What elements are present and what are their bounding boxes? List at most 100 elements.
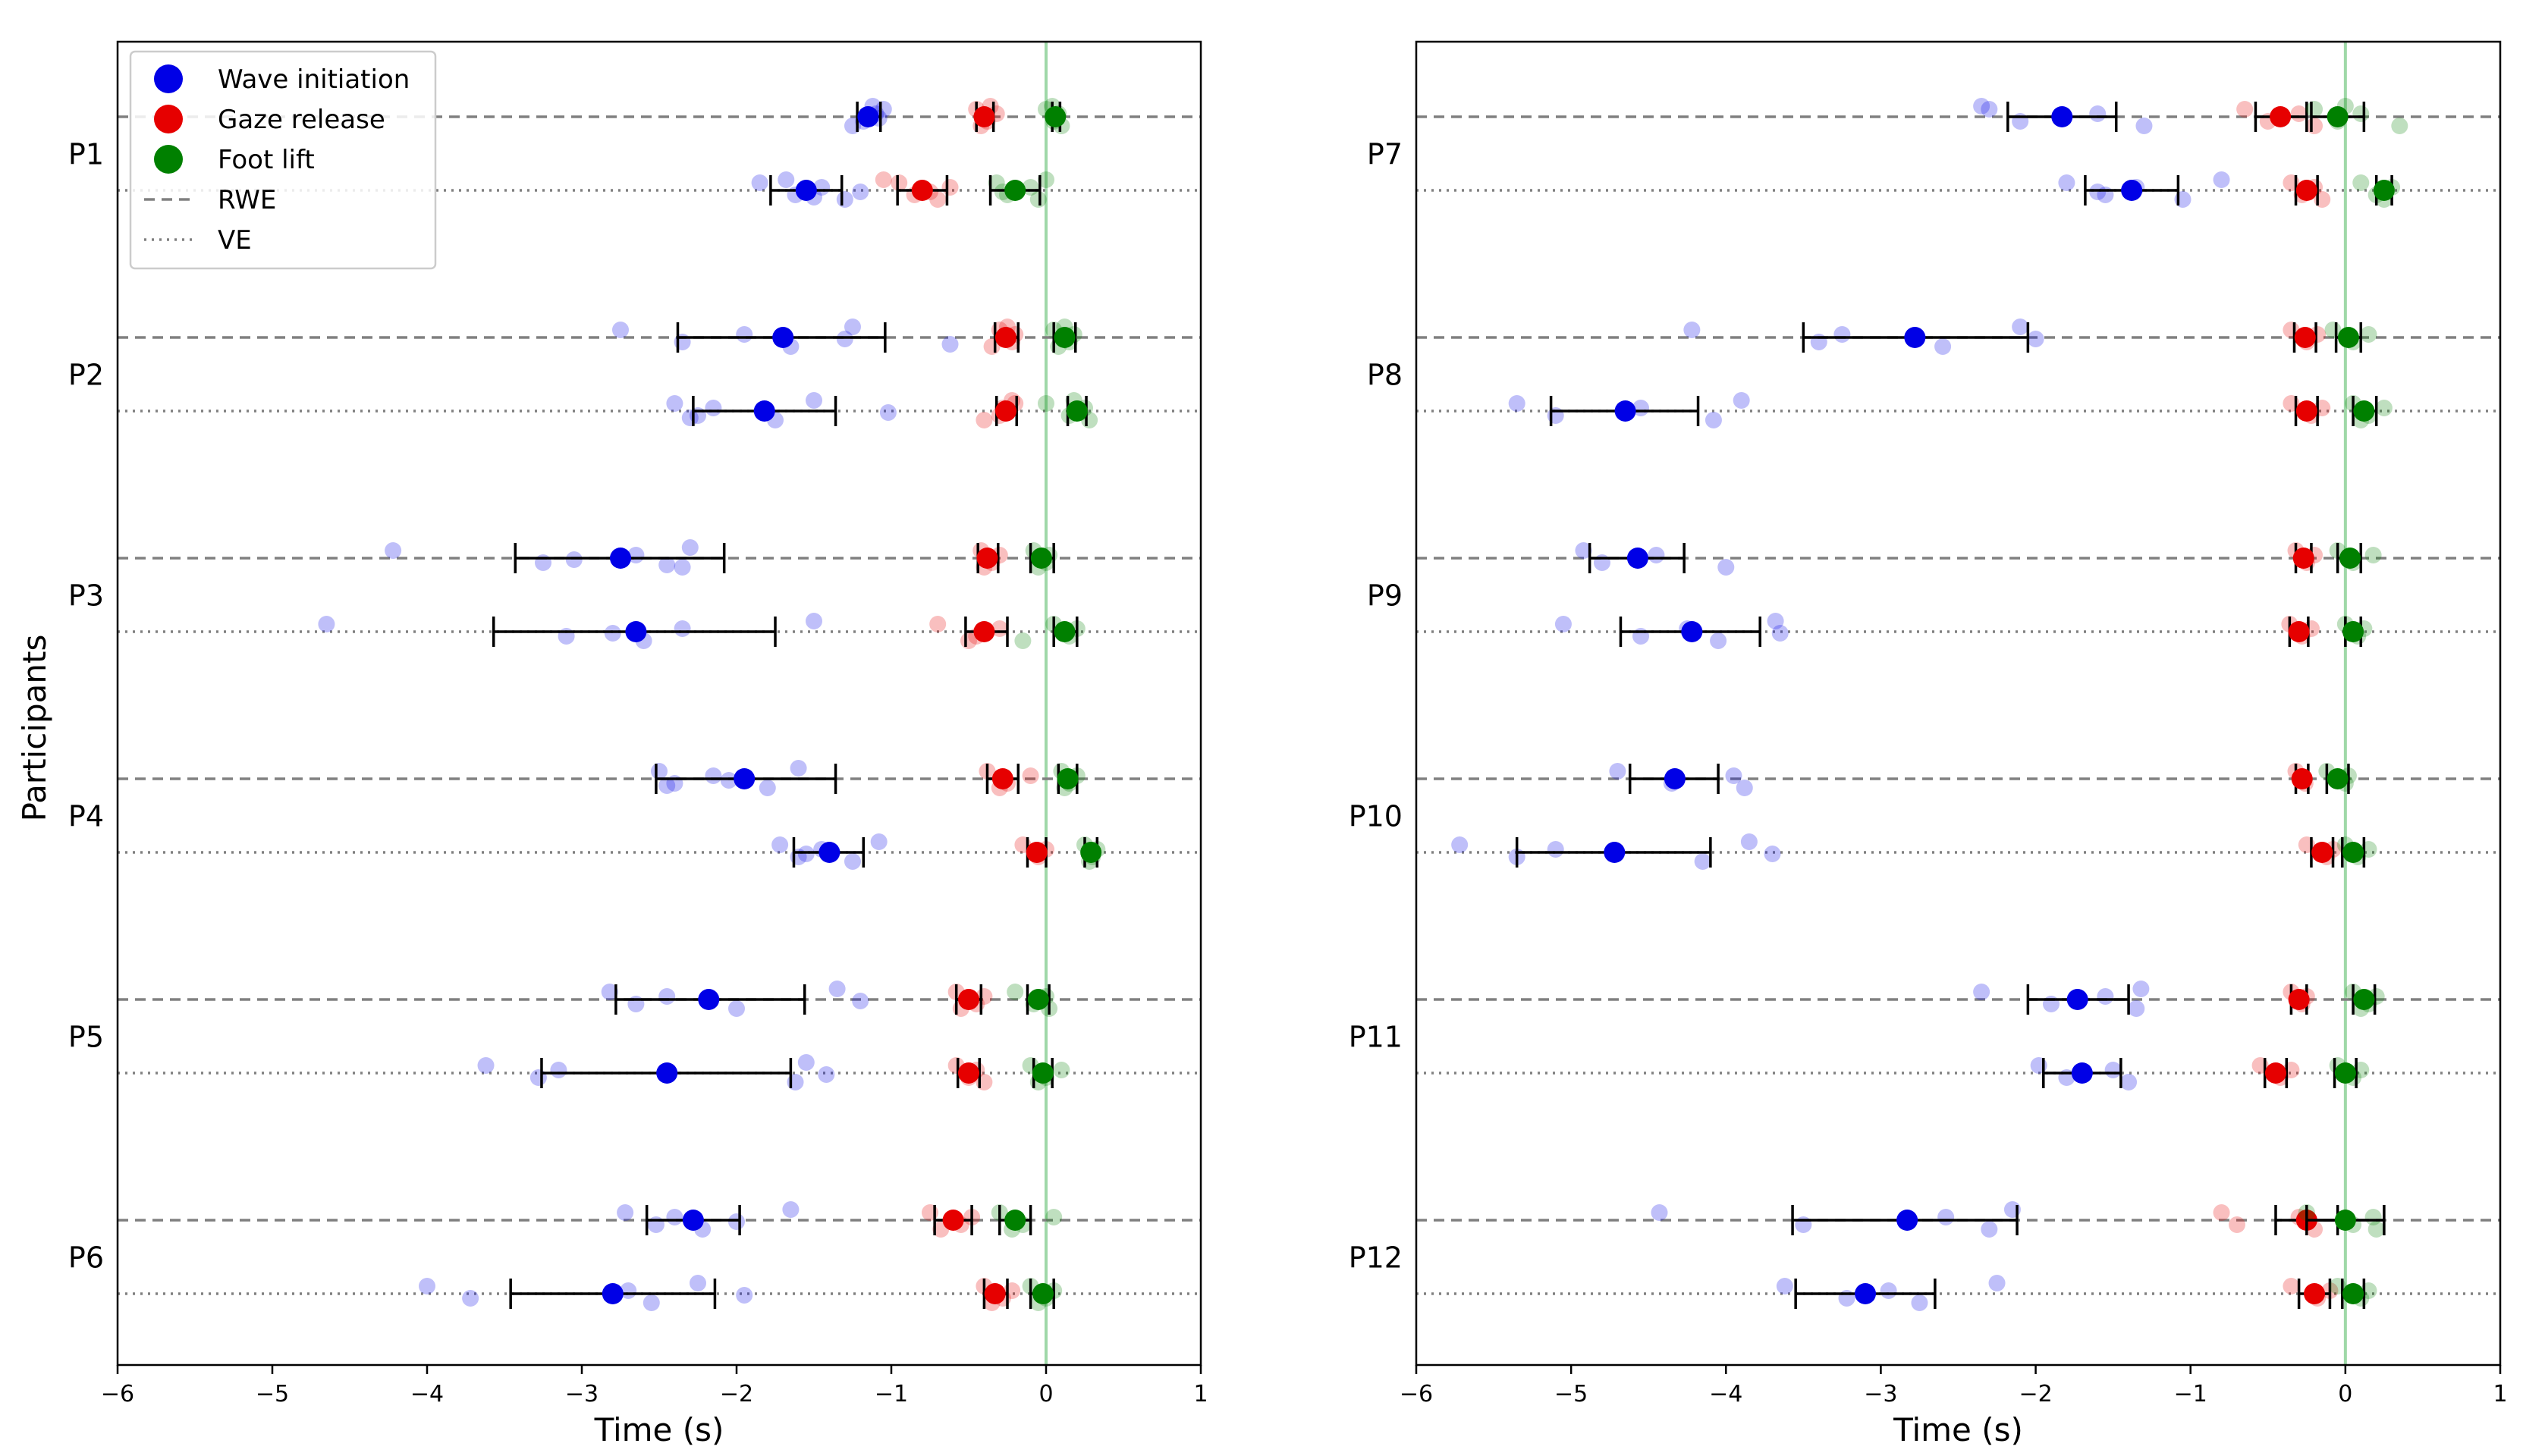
wave-trial-point bbox=[2089, 184, 2107, 200]
wave-trial-point bbox=[1934, 338, 1952, 355]
legend-label: Gaze release bbox=[218, 105, 385, 135]
wave-trial-point bbox=[1547, 841, 1564, 858]
chart-panel-1: P1 P2 P3 P4 P5 P6 −6 −5 −4 −3 −2 −1 0 1 Time (s) bbox=[68, 40, 1208, 1448]
x-tick-label: −1 bbox=[2174, 1381, 2207, 1407]
foot-mean-marker bbox=[1030, 548, 1052, 569]
foot-mean-marker bbox=[1054, 621, 1076, 642]
wave-trial-point bbox=[550, 1062, 567, 1078]
gaze-mean-marker bbox=[994, 327, 1016, 348]
wave-trial-point bbox=[870, 833, 888, 850]
gaze-mean-marker bbox=[1026, 842, 1048, 863]
wave-trial-point bbox=[736, 326, 753, 343]
gaze-trial-point bbox=[929, 191, 947, 208]
participant-label: P10 bbox=[1349, 800, 1403, 833]
wave-trial-point bbox=[1554, 616, 1572, 632]
wave-trial-point bbox=[2012, 318, 2029, 335]
wave-trial-point bbox=[1771, 625, 1789, 642]
foot-trial-point bbox=[2306, 101, 2323, 118]
foot-mean-marker bbox=[1004, 180, 1026, 201]
participant-label: P7 bbox=[1367, 138, 1403, 171]
x-tick-label: −6 bbox=[1400, 1381, 1433, 1407]
participant-label: P12 bbox=[1349, 1241, 1403, 1275]
foot-mean-marker bbox=[2342, 1283, 2364, 1304]
wave-trial-point bbox=[778, 171, 795, 188]
wave-trial-point bbox=[2089, 105, 2107, 122]
foot-mean-marker bbox=[2334, 1210, 2356, 1231]
foot-mean-marker bbox=[2327, 106, 2349, 127]
foot-mean-marker bbox=[2342, 621, 2364, 642]
x-tick-label: −3 bbox=[565, 1381, 599, 1407]
wave-trial-point bbox=[1705, 412, 1722, 428]
gaze-trial-point bbox=[2306, 118, 2323, 134]
x-tick-label: −3 bbox=[1864, 1381, 1897, 1407]
wave-trial-point bbox=[318, 616, 335, 632]
wave-trial-point bbox=[1651, 1204, 1668, 1221]
gaze-trial-point bbox=[875, 171, 892, 188]
axes-frame bbox=[116, 40, 1202, 1367]
participant-label: P1 bbox=[68, 138, 104, 171]
legend-box bbox=[129, 50, 437, 270]
gaze-mean-marker bbox=[2304, 1283, 2326, 1304]
wave-mean-marker bbox=[656, 1062, 678, 1084]
wave-mean-marker bbox=[2071, 1062, 2093, 1084]
x-tick-label: −1 bbox=[875, 1381, 908, 1407]
foot-mean-marker bbox=[2373, 180, 2395, 201]
foot-trial-point bbox=[2367, 1221, 2385, 1238]
wave-mean-marker bbox=[795, 180, 817, 201]
wave-trial-point bbox=[643, 1294, 660, 1311]
wave-trial-point bbox=[1937, 1209, 1955, 1225]
legend-marker bbox=[154, 64, 183, 93]
foot-mean-marker bbox=[1032, 1062, 1054, 1084]
participant-label: P6 bbox=[68, 1241, 104, 1275]
wave-trial-point bbox=[674, 559, 691, 576]
wave-trial-point bbox=[736, 1287, 753, 1304]
wave-trial-point bbox=[1694, 853, 1711, 870]
wave-trial-point bbox=[658, 557, 676, 573]
x-tick-label: 0 bbox=[2338, 1381, 2352, 1407]
gaze-mean-marker bbox=[2270, 106, 2292, 127]
foot-trial-point bbox=[2352, 105, 2370, 122]
chart-panel-2: P7 P8 P9 P10 P11 P12 −6 −5 −4 −3 −2 −1 0 1 Time (s) bbox=[1349, 40, 2508, 1448]
gaze-mean-marker bbox=[2294, 327, 2316, 348]
wave-trial-point bbox=[1717, 559, 1735, 576]
foot-trial-point bbox=[1007, 984, 1024, 1000]
wave-trial-point bbox=[651, 763, 668, 780]
gaze-mean-marker bbox=[2311, 842, 2333, 863]
wave-mean-marker bbox=[602, 1283, 624, 1304]
wave-mean-marker bbox=[625, 621, 647, 642]
x-tick-label: −6 bbox=[101, 1381, 134, 1407]
wave-trial-point bbox=[705, 400, 722, 416]
wave-mean-marker bbox=[682, 1210, 704, 1231]
foot-trial-point bbox=[1038, 395, 1054, 412]
wave-trial-point bbox=[2097, 988, 2114, 1005]
wave-trial-point bbox=[806, 392, 822, 409]
wave-trial-point bbox=[1575, 542, 1592, 559]
gaze-mean-marker bbox=[994, 400, 1016, 422]
wave-trial-point bbox=[1648, 547, 1665, 563]
foot-trial-point bbox=[1038, 171, 1054, 188]
foot-mean-marker bbox=[1045, 106, 1067, 127]
participant-label: P3 bbox=[68, 579, 104, 613]
gaze-mean-marker bbox=[2291, 768, 2313, 789]
gaze-mean-marker bbox=[958, 989, 979, 1010]
wave-trial-point bbox=[797, 1054, 815, 1071]
x-tick-label: −5 bbox=[1554, 1381, 1588, 1407]
wave-trial-point bbox=[2213, 171, 2230, 188]
wave-mean-marker bbox=[1604, 842, 1626, 863]
wave-trial-point bbox=[782, 1201, 800, 1218]
foot-trial-point bbox=[2375, 400, 2393, 416]
wave-mean-marker bbox=[1681, 621, 1703, 642]
wave-trial-point bbox=[728, 1000, 745, 1017]
wave-trial-point bbox=[658, 988, 676, 1005]
foot-mean-marker bbox=[1054, 327, 1076, 348]
wave-mean-marker bbox=[1626, 548, 1648, 569]
wave-trial-point bbox=[1981, 101, 1998, 118]
wave-trial-point bbox=[666, 395, 683, 412]
wave-mean-marker bbox=[857, 106, 879, 127]
foot-mean-marker bbox=[1032, 1283, 1054, 1304]
wave-trial-point bbox=[844, 318, 861, 335]
foot-trial-point bbox=[988, 174, 1005, 191]
wave-mean-marker bbox=[734, 768, 756, 789]
wave-mean-marker bbox=[1896, 1210, 1918, 1231]
x-axis-label: Time (s) bbox=[594, 1411, 724, 1448]
